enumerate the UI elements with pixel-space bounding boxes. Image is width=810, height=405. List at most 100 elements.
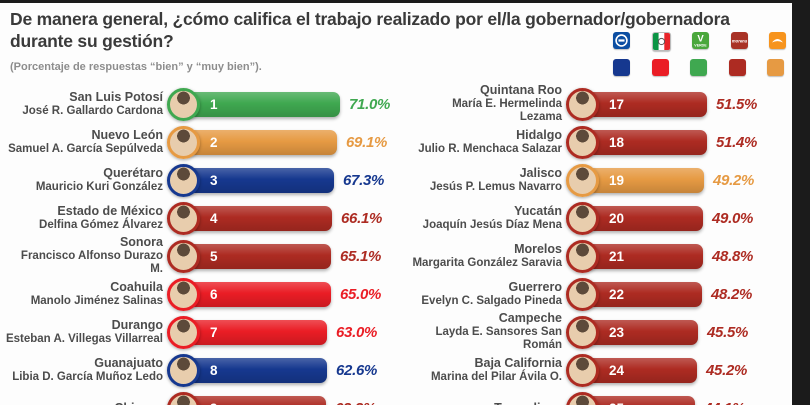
governor-label: Margarita González Saravia — [412, 256, 562, 269]
governor-avatar — [566, 163, 599, 197]
governor-avatar — [167, 315, 200, 349]
ranking-right-column: Quintana Roo María E. Hermelinda Lezama … — [412, 83, 790, 405]
governor-avatar — [566, 125, 599, 159]
approval-percentage: 67.3% — [343, 171, 385, 189]
row-labels: Hidalgo Julio R. Menchaca Salazar — [412, 128, 562, 156]
state-label: Nuevo León — [91, 128, 163, 143]
party-logo-pri-icon — [651, 32, 671, 51]
approval-percentage: 62.3% — [335, 400, 376, 405]
state-label: Sonora — [119, 235, 163, 250]
state-label: Yucatán — [514, 204, 562, 219]
governor-avatar — [167, 125, 200, 159]
approval-percentage: 65.0% — [340, 285, 382, 303]
approval-percentage: 66.1% — [341, 209, 383, 227]
approval-percentage: 49.2% — [713, 171, 755, 189]
governor-label: Manolo Jiménez Salinas — [30, 294, 163, 307]
governor-avatar — [167, 239, 200, 273]
governor-label: María E. Hermelinda Lezama — [452, 97, 562, 124]
row-labels: Coahuila Manolo Jiménez Salinas — [5, 280, 163, 308]
approval-bar: 4 — [184, 205, 332, 231]
approval-bar: 25 — [583, 395, 695, 405]
ranking-row: Morelos Margarita González Saravia 21 48… — [412, 239, 790, 273]
state-label: Coahuila — [110, 280, 163, 295]
state-label: Baja California — [474, 356, 562, 371]
governor-label: Joaquín Jesús Díaz Mena — [422, 218, 562, 231]
governor-avatar — [167, 87, 200, 121]
approval-percentage: 65.1% — [340, 247, 382, 265]
party-color-chip-pvem — [690, 59, 707, 76]
row-labels: Tamaulipas — [412, 401, 562, 405]
ranking-row: Jalisco Jesús P. Lemus Navarro 19 49.2% — [412, 163, 790, 197]
governor-label: José R. Gallardo Cardona — [22, 104, 163, 117]
approval-percentage: 51.5% — [716, 95, 758, 113]
approval-bar: 3 — [184, 167, 334, 193]
governor-label: Samuel A. García Sepúlveda — [8, 142, 163, 155]
approval-percentage: 48.2% — [711, 285, 753, 303]
state-label: Querétaro — [103, 166, 163, 181]
ranking-row: Coahuila Manolo Jiménez Salinas 6 65.0% — [5, 277, 410, 311]
row-labels: San Luis Potosí José R. Gallardo Cardona — [5, 90, 163, 118]
ranking-row: Chiapas 9 62.3% — [5, 391, 410, 405]
party-color-chip-pri — [651, 59, 669, 76]
row-labels: Durango Esteban A. Villegas Villarreal — [5, 318, 163, 346]
ranking-row: Guanajuato Libia D. García Muñoz Ledo 8 … — [5, 353, 410, 387]
party-color-chip-morena — [728, 59, 746, 76]
approval-percentage: 45.5% — [707, 323, 749, 341]
ranking-row: Quintana Roo María E. Hermelinda Lezama … — [412, 83, 790, 123]
governor-label: Francisco Alfonso Durazo M. — [20, 249, 163, 276]
row-labels: Yucatán Joaquín Jesús Díaz Mena — [412, 204, 562, 232]
state-label: Guanajuato — [94, 356, 163, 371]
state-label: Morelos — [514, 242, 562, 257]
approval-bar: 5 — [184, 243, 331, 269]
rank-badge: 23 — [609, 324, 625, 340]
approval-percentage: 44.1% — [704, 400, 745, 405]
party-legend: V VERDE morena — [613, 32, 786, 76]
governor-avatar — [167, 201, 200, 235]
approval-bar: 22 — [583, 281, 702, 307]
governor-label: Marina del Pilar Ávila O. — [430, 370, 562, 383]
approval-bar: 8 — [184, 357, 327, 383]
ranking-row: Sonora Francisco Alfonso Durazo M. 5 65.… — [5, 235, 410, 275]
row-labels: Jalisco Jesús P. Lemus Navarro — [412, 166, 562, 194]
state-label: Hidalgo — [516, 128, 562, 143]
approval-bar: 17 — [583, 91, 707, 117]
row-labels: Chiapas — [5, 401, 163, 405]
row-labels: Baja California Marina del Pilar Ávila O… — [412, 356, 562, 384]
rank-badge: 4 — [210, 210, 218, 226]
rank-badge: 19 — [609, 172, 625, 188]
governor-avatar — [167, 277, 200, 311]
row-labels: Quintana Roo María E. Hermelinda Lezama — [412, 83, 562, 124]
rank-badge: 9 — [210, 401, 218, 405]
ranking-row: Querétaro Mauricio Kuri González 3 67.3% — [5, 163, 410, 197]
approval-bar: 21 — [583, 243, 703, 269]
rank-badge: 2 — [210, 134, 218, 150]
rank-badge: 20 — [609, 210, 625, 226]
right-border-strip — [792, 3, 810, 405]
state-label: Durango — [111, 318, 163, 333]
state-label: Guerrero — [508, 280, 563, 295]
party-logo-pvem-icon: V VERDE — [692, 32, 709, 49]
rank-badge: 24 — [609, 362, 625, 378]
row-labels: Guanajuato Libia D. García Muñoz Ledo — [5, 356, 163, 384]
governor-avatar — [167, 391, 200, 405]
rank-badge: 18 — [609, 134, 625, 150]
approval-percentage: 48.8% — [712, 247, 754, 265]
party-logo-mc-icon — [769, 32, 786, 49]
ranking-row: Nuevo León Samuel A. García Sepúlveda 2 … — [5, 125, 410, 159]
approval-bar: 20 — [583, 205, 703, 231]
state-label: Estado de México — [57, 204, 163, 219]
svg-text:morena: morena — [731, 39, 747, 44]
state-label: San Luis Potosí — [69, 90, 163, 105]
rank-badge: 8 — [210, 362, 218, 378]
governor-label: Libia D. García Muñoz Ledo — [12, 370, 163, 383]
rank-badge: 5 — [210, 248, 218, 264]
rank-badge: 17 — [609, 96, 625, 112]
approval-percentage: 51.4% — [716, 133, 758, 151]
governor-label: Esteban A. Villegas Villarreal — [5, 332, 163, 345]
ranking-left-column: San Luis Potosí José R. Gallardo Cardona… — [5, 87, 410, 405]
governor-avatar — [167, 163, 200, 197]
approval-bar: 23 — [583, 319, 698, 345]
governor-avatar — [566, 87, 599, 121]
governor-avatar — [566, 315, 599, 349]
governor-label: Layda E. Sansores San Román — [435, 325, 562, 352]
